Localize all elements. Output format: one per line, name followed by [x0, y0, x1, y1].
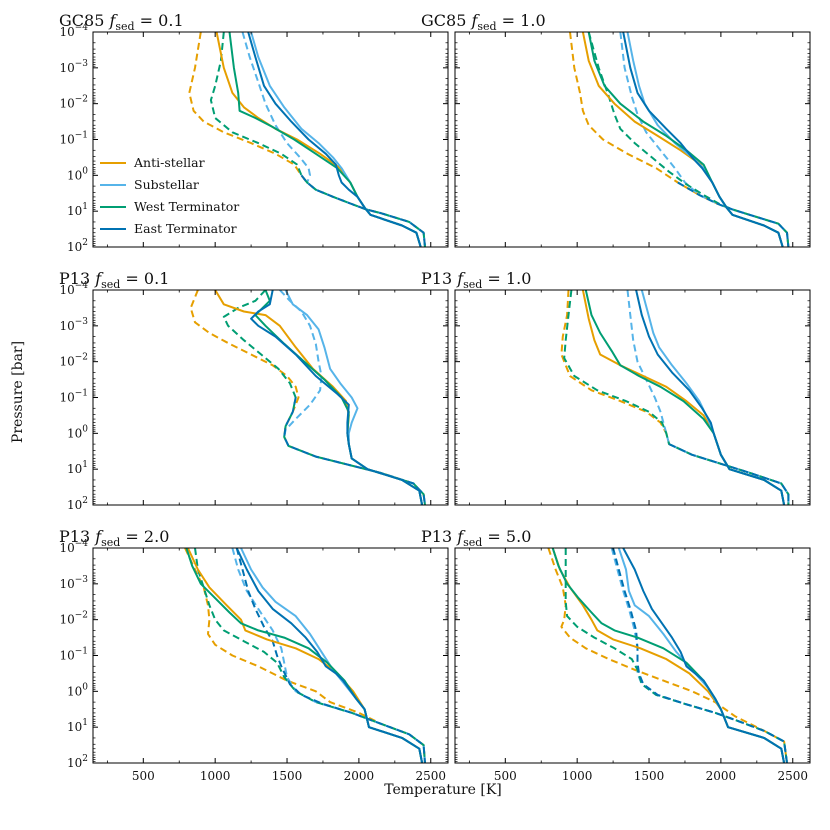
x-tick-label: 2000: [706, 769, 737, 783]
series-group: [560, 290, 790, 505]
y-tick-label: 102: [67, 238, 88, 254]
panel-title: GC85 fsed = 0.1: [59, 11, 184, 33]
series-line-substellar-solid: [240, 548, 424, 763]
series-line-anti-stellar-solid: [186, 548, 424, 763]
series-line-substellar-solid: [617, 548, 786, 763]
series-line-substellar-dashed: [231, 548, 426, 763]
series-line-west-terminator-solid: [185, 548, 424, 763]
y-tick-label: 10−3: [59, 575, 88, 591]
plot-frame: [454, 289, 811, 506]
y-tick-label: 10−4: [59, 281, 88, 297]
series-group: [184, 548, 426, 763]
series-line-west-terminator-dashed: [563, 290, 790, 505]
series-line-east-terminator-solid: [247, 32, 422, 247]
series-line-substellar-dashed: [619, 32, 790, 247]
series-line-anti-stellar-dashed: [188, 32, 426, 247]
panels-container: 10−4 10−3 10−2 10−1 100 101 102 GC85 fsed = 0.1…: [59, 11, 811, 783]
plot-frame: [454, 31, 811, 248]
x-tick-label: 2000: [344, 769, 375, 783]
series-line-east-terminator-solid: [622, 548, 786, 763]
y-axis-label: Pressure [bar]: [10, 341, 26, 443]
legend: Anti-stellar Substellar West Terminator Eas…: [100, 155, 239, 236]
x-tick-label: 1000: [562, 769, 593, 783]
panel-title: P13 fsed = 5.0: [421, 527, 531, 549]
panel-title: P13 fsed = 0.1: [59, 269, 169, 291]
y-tick-label: 10−2: [59, 353, 88, 369]
panel-3: 10−4 10−3 10−2 10−1 100 101 102 P13 fsed = 0.1: [59, 269, 449, 512]
series-group: [188, 32, 426, 247]
series-line-west-terminator-solid: [254, 290, 424, 505]
y-tick-label: 102: [67, 754, 88, 770]
panel-title: P13 fsed = 2.0: [59, 527, 169, 549]
y-tick-label: 10−4: [59, 539, 88, 555]
series-line-substellar-dashed: [626, 290, 790, 505]
series-line-substellar-solid: [284, 290, 424, 505]
y-tick-label: 101: [67, 718, 88, 734]
y-tick-label: 102: [67, 496, 88, 512]
panel-5: 500 1000 1500 2000 2500 10−4 10−3 10−2 10−1 100 10…: [59, 527, 449, 783]
x-tick-label: 1000: [200, 769, 231, 783]
x-tick-label: 2500: [777, 769, 808, 783]
panel-title: GC85 fsed = 1.0: [421, 11, 546, 33]
series-line-substellar-dashed: [241, 32, 426, 247]
legend-label: West Terminator: [134, 199, 239, 214]
y-tick-label: 10−3: [59, 59, 88, 75]
legend-label: East Terminator: [134, 221, 237, 236]
series-line-east-terminator-dashed: [300, 174, 426, 247]
plot-frame: [92, 547, 449, 764]
series-line-east-terminator-dashed: [612, 548, 788, 763]
panel-1: 10−4 10−3 10−2 10−1 100 101 102 GC85 fsed = 0.1…: [59, 11, 449, 254]
y-tick-label: 100: [67, 682, 88, 698]
series-line-anti-stellar-solid: [214, 290, 424, 505]
x-tick-label: 2500: [415, 769, 446, 783]
series-group: [547, 548, 788, 763]
y-tick-label: 100: [67, 424, 88, 440]
series-line-west-terminator-dashed: [587, 32, 790, 247]
series-line-anti-stellar-dashed: [569, 32, 790, 247]
legend-label: Substellar: [134, 177, 199, 192]
y-tick-label: 10−4: [59, 23, 88, 39]
y-tick-label: 100: [67, 166, 88, 182]
series-line-west-terminator-dashed: [209, 32, 426, 247]
series-line-east-terminator-solid: [250, 290, 424, 505]
series-line-west-terminator-solid: [551, 548, 786, 763]
series-group: [189, 290, 426, 505]
panel-title: P13 fsed = 1.0: [421, 269, 531, 291]
series-line-east-terminator-dashed: [283, 397, 426, 505]
plot-frame: [92, 289, 449, 506]
y-tick-label: 10−3: [59, 317, 88, 333]
series-line-anti-stellar-solid: [551, 548, 786, 763]
series-line-east-terminator-dashed: [677, 181, 790, 247]
x-tick-label: 500: [132, 769, 155, 783]
series-line-substellar-solid: [640, 290, 786, 505]
series-line-anti-stellar-dashed: [184, 548, 426, 763]
series-line-west-terminator-solid: [587, 32, 784, 247]
y-tick-label: 101: [67, 202, 88, 218]
series-line-anti-stellar-dashed: [547, 548, 788, 763]
y-tick-label: 10−2: [59, 95, 88, 111]
series-line-east-terminator-solid: [235, 548, 424, 763]
plot-frame: [454, 547, 811, 764]
series-group: [569, 32, 790, 247]
series-line-east-terminator-dashed: [235, 548, 426, 763]
legend-label: Anti-stellar: [133, 155, 205, 170]
x-axis-label: Temperature [K]: [384, 782, 502, 798]
series-line-east-terminator-dashed: [668, 443, 790, 505]
panel-2: GC85 fsed = 1.0: [421, 11, 811, 248]
x-tick-label: 1500: [634, 769, 665, 783]
y-tick-label: 10−1: [59, 389, 88, 405]
y-tick-label: 10−2: [59, 611, 88, 627]
plot-frame: [92, 31, 449, 248]
y-tick-label: 10−1: [59, 647, 88, 663]
y-tick-label: 101: [67, 460, 88, 476]
panel-6: 500 1000 1500 2000 2500 P13 fsed = 5.0: [421, 527, 811, 783]
series-line-east-terminator-solid: [622, 32, 784, 247]
x-tick-label: 500: [494, 769, 517, 783]
y-tick-label: 10−1: [59, 131, 88, 147]
x-tick-label: 1500: [272, 769, 303, 783]
panel-4: P13 fsed = 1.0: [421, 269, 811, 506]
series-line-substellar-solid: [250, 32, 422, 247]
series-line-east-terminator-solid: [635, 290, 786, 505]
